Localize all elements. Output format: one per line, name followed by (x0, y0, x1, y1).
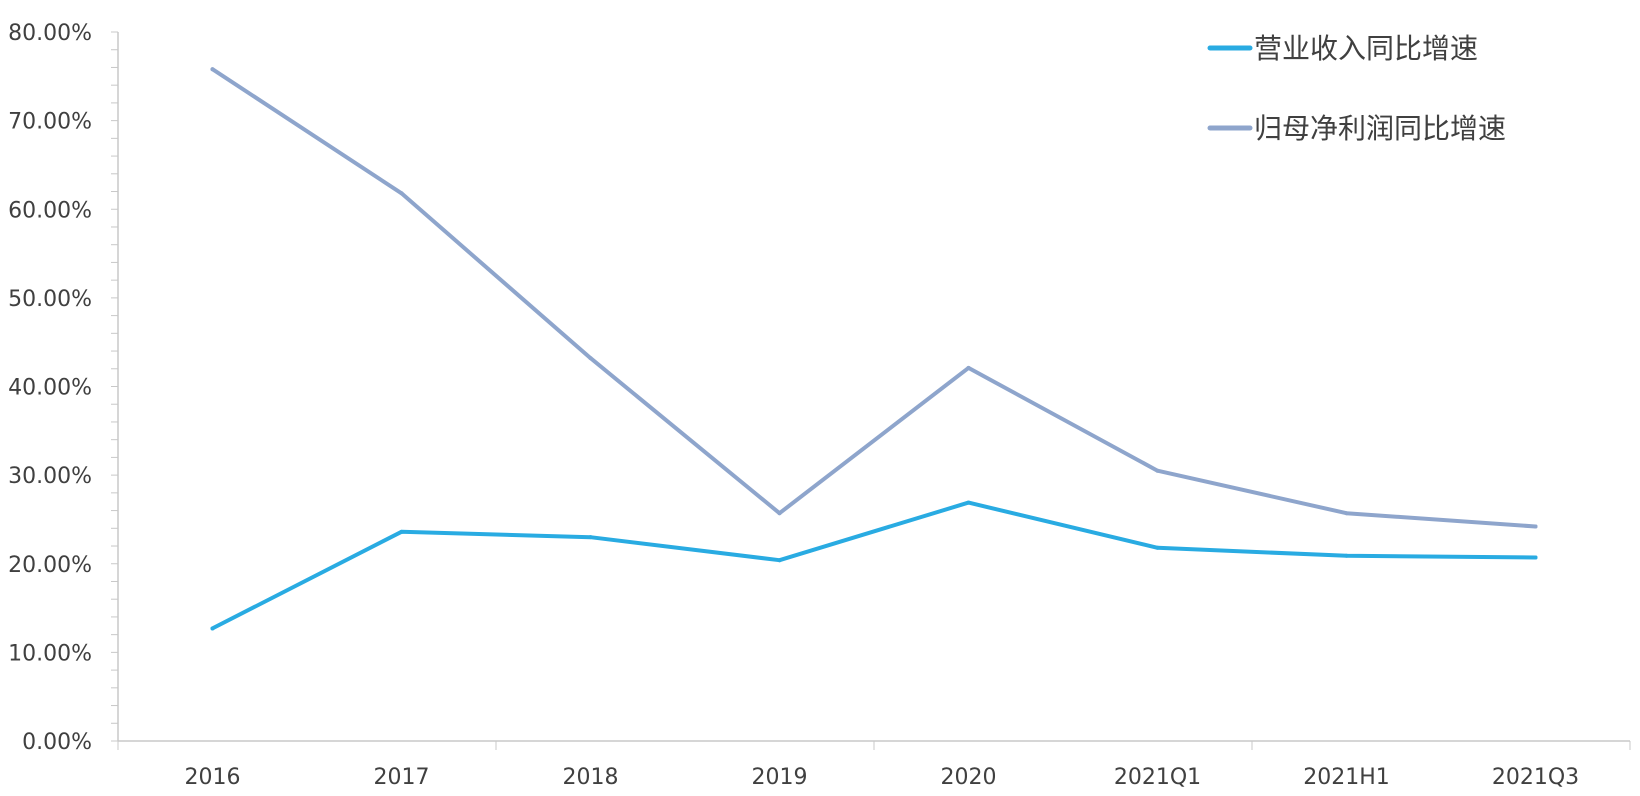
data-point (1155, 468, 1160, 473)
y-tick-label: 30.00% (8, 464, 92, 489)
x-tick-label: 2017 (374, 765, 430, 790)
x-tick-label: 2021H1 (1303, 765, 1390, 790)
data-point (777, 558, 782, 563)
y-tick-label: 70.00% (8, 110, 92, 135)
data-point (210, 67, 215, 72)
data-point (210, 626, 215, 631)
x-tick-label: 2019 (752, 765, 808, 790)
y-tick-label: 40.00% (8, 376, 92, 401)
data-point (777, 511, 782, 516)
x-tick-label: 2021Q3 (1492, 765, 1579, 790)
data-point (399, 529, 404, 534)
series-lines (210, 67, 1538, 631)
x-tick-label: 2020 (941, 765, 997, 790)
series-line-1 (210, 67, 1538, 529)
axes: 0.00% 10.00% 20.00% 30.00% 40.00% 50.00% 60.00… (8, 21, 1631, 790)
y-tick-label: 10.00% (8, 641, 92, 666)
y-tick-label: 20.00% (8, 553, 92, 578)
y-tick-label: 60.00% (8, 198, 92, 223)
data-point (588, 356, 593, 361)
data-point (1155, 545, 1160, 550)
legend-label: 营业收入同比增速 (1254, 32, 1478, 65)
data-point (1344, 511, 1349, 516)
y-tick-label: 0.00% (22, 730, 92, 755)
data-point (1533, 524, 1538, 529)
y-tick-label: 50.00% (8, 287, 92, 312)
data-point (966, 500, 971, 505)
x-tick-label: 2018 (563, 765, 619, 790)
series-line-0 (210, 500, 1538, 631)
legend-label: 归母净利润同比增速 (1254, 112, 1506, 145)
x-tick-label: 2016 (185, 765, 241, 790)
data-point (1533, 555, 1538, 560)
data-point (399, 191, 404, 196)
x-tick-label: 2021Q1 (1114, 765, 1201, 790)
y-tick-label: 80.00% (8, 21, 92, 46)
data-point (588, 535, 593, 540)
data-point (1344, 553, 1349, 558)
data-point (966, 365, 971, 370)
